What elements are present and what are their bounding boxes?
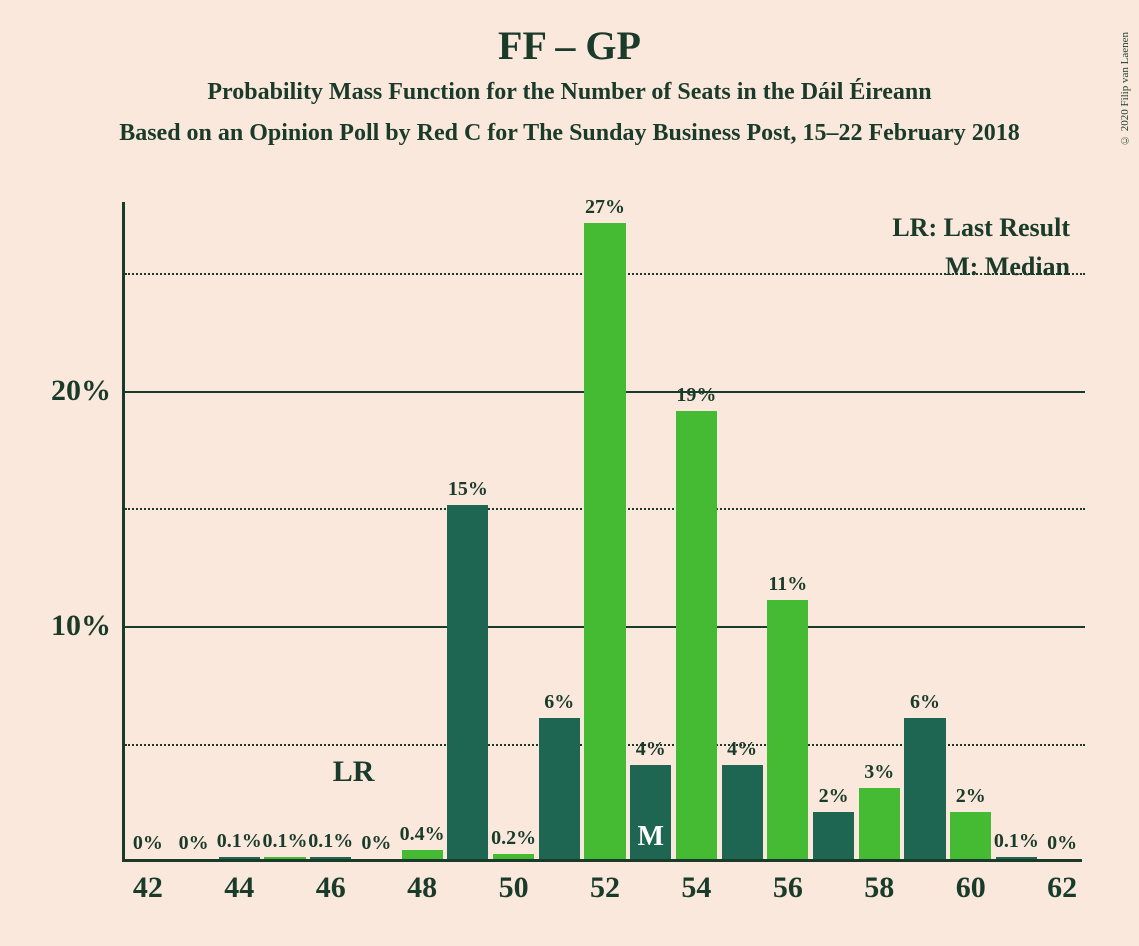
bar-value-label: 0%: [1047, 832, 1077, 855]
x-axis-label: 42: [133, 871, 163, 905]
bar-value-label: 2%: [819, 785, 849, 808]
bar-value-label: 0%: [361, 832, 391, 855]
x-axis-label: 54: [681, 871, 711, 905]
bar: 0.1%: [219, 857, 260, 859]
bar-value-label: 4%: [636, 738, 666, 761]
bar: 27%: [584, 223, 625, 859]
bar-value-label: 15%: [448, 478, 488, 501]
bar-value-label: 11%: [768, 573, 807, 596]
x-axis-label: 62: [1047, 871, 1077, 905]
x-axis-label: 58: [864, 871, 894, 905]
chart-subtitle: Probability Mass Function for the Number…: [0, 79, 1139, 106]
bar: 2%: [950, 812, 991, 859]
x-axis-label: 52: [590, 871, 620, 905]
bar-value-label: 0.2%: [491, 827, 536, 850]
legend-lr: LR: Last Result: [892, 208, 1070, 247]
x-axis-label: 56: [773, 871, 803, 905]
lr-marker: LR: [333, 755, 375, 789]
bar-value-label: 6%: [910, 691, 940, 714]
bar: 19%: [676, 411, 717, 859]
bar: 3%: [859, 788, 900, 859]
bar: 4%M: [630, 765, 671, 859]
bar: 6%: [539, 718, 580, 859]
bar-value-label: 0.1%: [994, 830, 1039, 853]
bar: 2%: [813, 812, 854, 859]
chart-area: LR: Last Result M: Median 10%20%42444648…: [122, 202, 1102, 862]
bar: 4%: [722, 765, 763, 859]
bar: 0.1%: [310, 857, 351, 859]
copyright-text: © 2020 Filip van Laenen: [1119, 32, 1131, 146]
chart-source: Based on an Opinion Poll by Red C for Th…: [0, 120, 1139, 147]
chart-title: FF – GP: [0, 22, 1139, 69]
median-marker: M: [637, 821, 663, 853]
bar: 0.2%: [493, 854, 534, 859]
bar: 11%: [767, 600, 808, 859]
x-axis-label: 48: [407, 871, 437, 905]
y-axis-label: 20%: [51, 374, 111, 408]
bar-value-label: 4%: [727, 738, 757, 761]
bar-value-label: 0%: [179, 832, 209, 855]
bar-value-label: 6%: [544, 691, 574, 714]
bar-value-label: 0.1%: [308, 830, 353, 853]
x-axis-label: 44: [224, 871, 254, 905]
bar-value-label: 3%: [864, 761, 894, 784]
x-axis-label: 46: [316, 871, 346, 905]
bar-value-label: 0.4%: [400, 823, 445, 846]
legend-m: M: Median: [892, 247, 1070, 286]
bar-value-label: 0%: [133, 832, 163, 855]
bar-value-label: 2%: [956, 785, 986, 808]
bar-value-label: 19%: [676, 384, 716, 407]
bar: 0.1%: [996, 857, 1037, 859]
bar: 6%: [904, 718, 945, 859]
bar: 0.4%: [402, 850, 443, 859]
y-axis-label: 10%: [51, 609, 111, 643]
bar: 15%: [447, 505, 488, 859]
x-axis-label: 60: [956, 871, 986, 905]
bar-value-label: 0.1%: [262, 830, 307, 853]
bar-value-label: 0.1%: [217, 830, 262, 853]
bar-value-label: 27%: [585, 196, 625, 219]
bar: 0.1%: [264, 857, 305, 859]
plot-region: LR: Last Result M: Median 10%20%42444648…: [122, 202, 1082, 862]
x-axis-label: 50: [499, 871, 529, 905]
